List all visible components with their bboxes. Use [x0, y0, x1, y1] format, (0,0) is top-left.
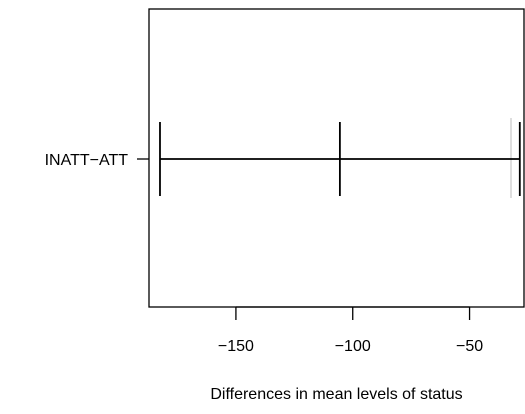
x-tick-label: −50: [456, 338, 483, 355]
interval-marks: [159, 122, 521, 196]
category-label: INATT−ATT: [45, 152, 129, 169]
plot-frame: [148, 8, 525, 308]
x-tick-label: −100: [335, 338, 371, 355]
x-tick-label: −150: [218, 338, 254, 355]
x-axis: −150 −100 −50: [218, 306, 483, 355]
x-axis-title: Differences in mean levels of status: [210, 386, 462, 403]
y-axis: INATT−ATT: [45, 152, 149, 169]
